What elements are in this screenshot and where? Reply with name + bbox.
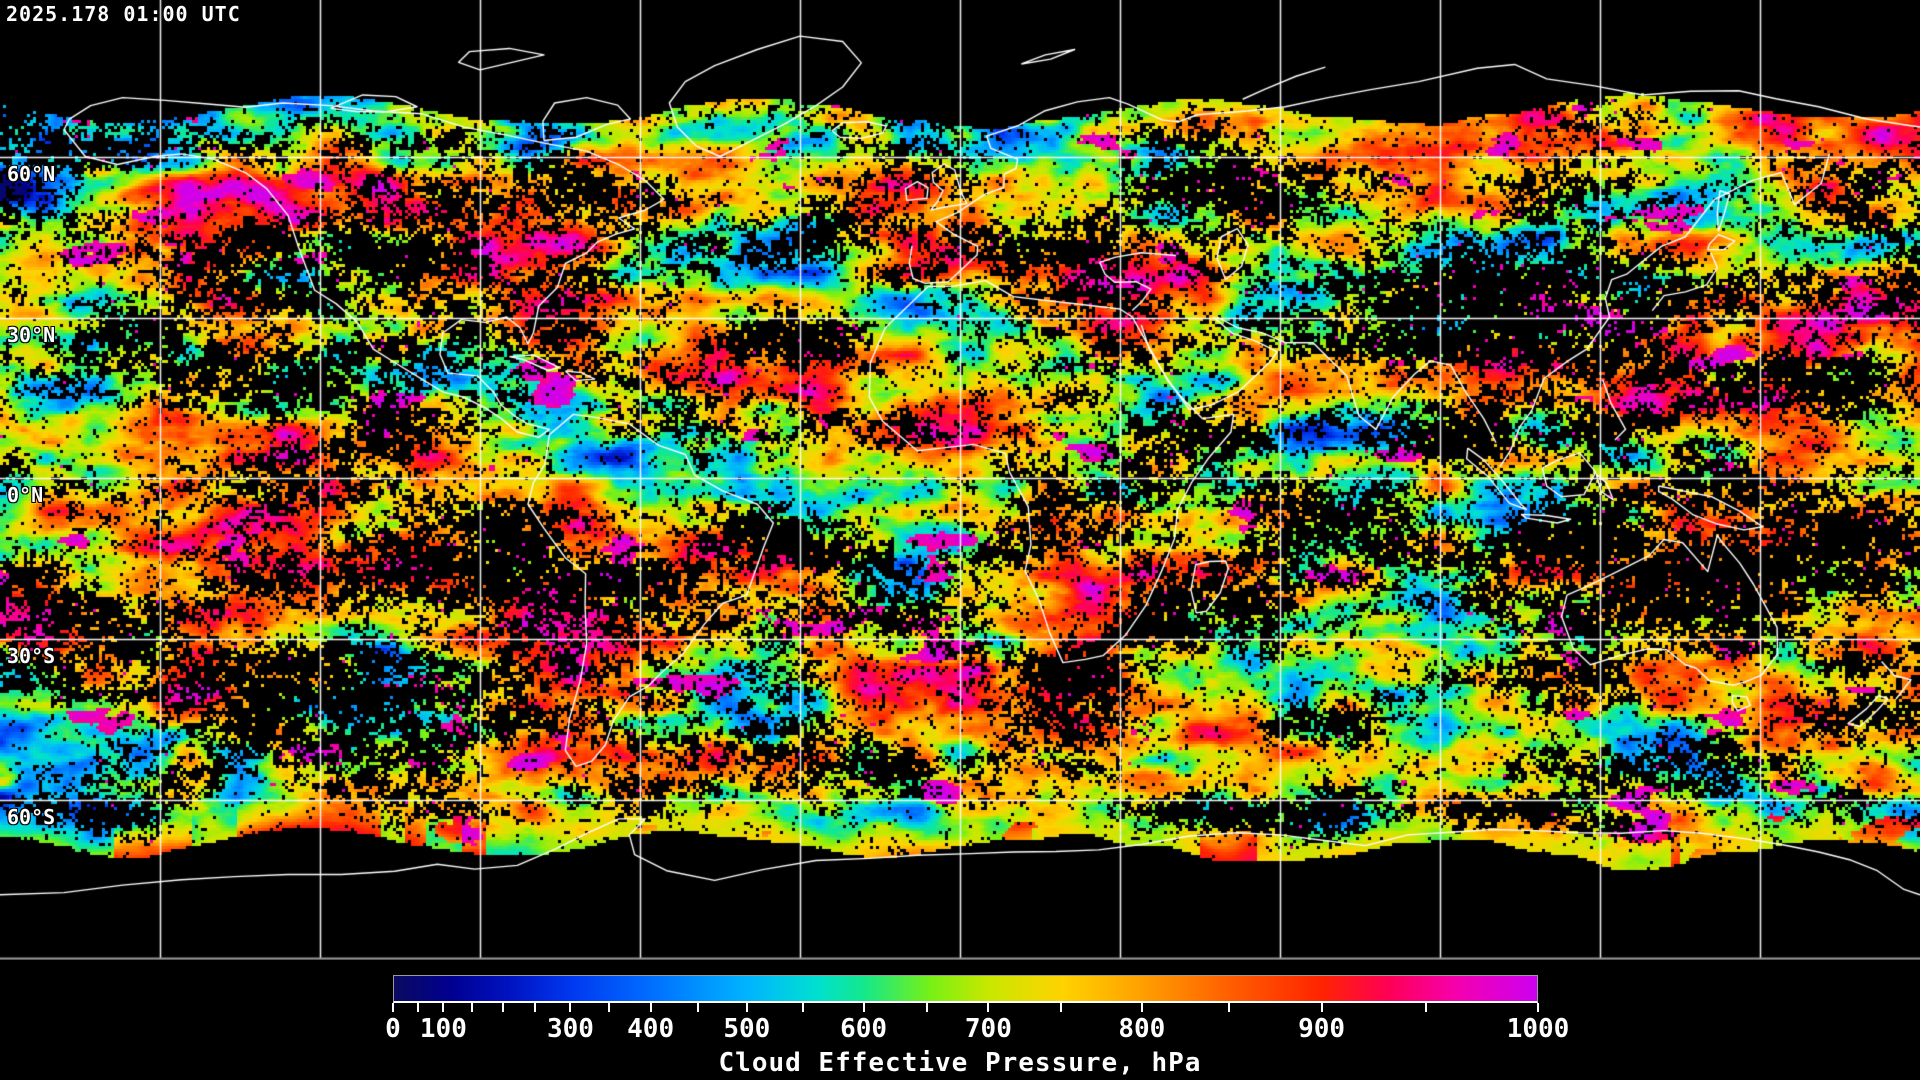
colorbar-tick <box>987 1003 990 1012</box>
colorbar-tick-label: 400 <box>627 1014 675 1044</box>
colorbar-tick <box>1320 1003 1323 1012</box>
colorbar-tick <box>649 1003 652 1012</box>
colorbar-tick <box>442 1003 445 1012</box>
colorbar-tick <box>533 1003 536 1012</box>
colorbar-tick-label: 800 <box>1118 1014 1166 1044</box>
latitude-label: 30°N <box>7 323 56 347</box>
colorbar-tick-label: 600 <box>840 1014 888 1044</box>
colorbar-tick-label: 500 <box>723 1014 771 1044</box>
timestamp: 2025.178 01:00 UTC <box>6 2 241 26</box>
colorbar-tick-label: 700 <box>964 1014 1012 1044</box>
colorbar-tick <box>501 1003 504 1012</box>
colorbar-tick-label: 100 <box>419 1014 467 1044</box>
latitude-label: 60°S <box>7 805 56 829</box>
colorbar-tick <box>1537 1003 1539 1012</box>
colorbar-tick-label: 0 <box>385 1014 401 1044</box>
colorbar-tick <box>569 1003 572 1012</box>
colorbar-tick <box>392 1003 394 1012</box>
world-map-canvas <box>0 0 1920 960</box>
colorbar-tick <box>1140 1003 1143 1012</box>
colorbar-tick-label: 900 <box>1298 1014 1346 1044</box>
latitude-label: 30°S <box>7 644 56 668</box>
colorbar-tick <box>745 1003 748 1012</box>
colorbar: 0 100 300 400 500 600 700 800 900 1000 <box>385 975 1569 1044</box>
colorbar-gradient <box>393 975 1538 1003</box>
colorbar-tick <box>608 1003 611 1012</box>
colorbar-tick <box>1424 1003 1427 1012</box>
colorbar-tick <box>862 1003 865 1012</box>
latitude-label: 60°N <box>7 162 56 186</box>
colorbar-tick-label: 1000 <box>1506 1014 1570 1044</box>
colorbar-tick <box>696 1003 699 1012</box>
colorbar-tick <box>801 1003 804 1012</box>
colorbar-tick <box>417 1003 420 1012</box>
colorbar-title: Cloud Effective Pressure, hPa <box>718 1048 1202 1078</box>
colorbar-tick-label: 300 <box>546 1014 594 1044</box>
colorbar-tick <box>1227 1003 1230 1012</box>
colorbar-tick <box>1059 1003 1062 1012</box>
colorbar-tick <box>471 1003 473 1012</box>
colorbar-tick <box>925 1003 928 1012</box>
latitude-label: 0°N <box>7 483 44 507</box>
